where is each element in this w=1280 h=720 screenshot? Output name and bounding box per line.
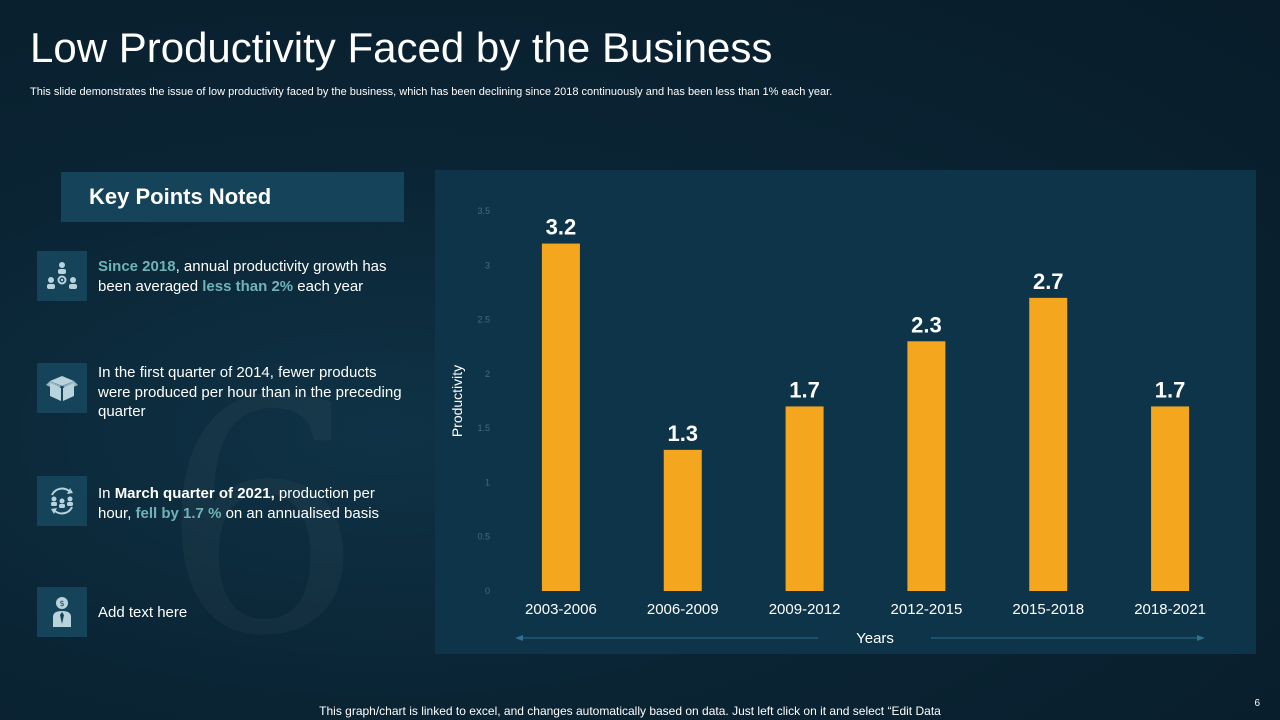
x-tick-label: 2006-2009 — [647, 601, 719, 618]
team-network-icon — [37, 251, 87, 301]
key-point-1-text: Since 2018, annual productivity growth h… — [98, 258, 387, 295]
bar — [1029, 297, 1068, 591]
x-axis-arrowhead-right — [1197, 635, 1205, 641]
data-label: 2.7 — [1033, 269, 1064, 294]
bar — [1151, 406, 1190, 591]
y-tick-label: 1 — [485, 477, 490, 487]
chart-svg: 0 0.5 1 1.5 2 2.5 3 3.5 Productivity 3.2 2003-2006… — [449, 206, 1206, 647]
key-point-3: In March quarter of 2021, production per… — [37, 476, 407, 526]
key-point-2: In the first quarter of 2014, fewer prod… — [37, 363, 407, 422]
y-tick-label: 0.5 — [477, 532, 490, 542]
footer-note: This graph/chart is linked to excel, and… — [319, 704, 941, 718]
x-tick-label: 2009-2012 — [769, 601, 841, 618]
team-cycle-icon — [37, 476, 87, 526]
x-axis-arrowhead-left — [515, 635, 523, 641]
data-label: 2.3 — [911, 312, 942, 337]
slide-title: Low Productivity Faced by the Business — [30, 24, 773, 71]
data-label: 3.2 — [546, 215, 577, 240]
x-axis-label: Years — [856, 630, 894, 647]
bar — [541, 243, 580, 592]
bar — [663, 449, 702, 591]
data-label: 1.7 — [789, 377, 820, 402]
y-tick-label: 2 — [485, 369, 490, 379]
x-tick-label: 2018-2021 — [1134, 601, 1206, 618]
y-tick-label: 1.5 — [477, 423, 490, 433]
y-axis-label: Productivity — [449, 365, 465, 437]
y-tick-label: 3 — [485, 260, 490, 270]
key-point-4: $ Add text here — [37, 587, 407, 637]
bar — [907, 341, 946, 591]
svg-text:$: $ — [59, 599, 64, 608]
slide-subtitle: This slide demonstrates the issue of low… — [30, 86, 833, 98]
x-tick-label: 2003-2006 — [525, 601, 597, 618]
data-label: 1.3 — [667, 421, 698, 446]
x-tick-label: 2012-2015 — [891, 601, 963, 618]
key-points-title: Key Points Noted — [89, 184, 272, 209]
data-label: 1.7 — [1155, 377, 1186, 402]
key-point-2-text: In the first quarter of 2014, fewer prod… — [98, 364, 402, 420]
y-tick-label: 3.5 — [477, 206, 490, 216]
x-tick-label: 2015-2018 — [1012, 601, 1084, 618]
key-points-header: Key Points Noted — [61, 172, 404, 222]
bar — [785, 406, 824, 591]
box-icon — [37, 363, 87, 413]
y-tick-label: 2.5 — [477, 315, 490, 325]
key-point-3-text: In March quarter of 2021, production per… — [98, 485, 380, 522]
productivity-chart: 0 0.5 1 1.5 2 2.5 3 3.5 Productivity 3.2 2003-2006… — [435, 170, 1256, 654]
businessman-dollar-icon: $ — [37, 587, 87, 637]
key-point-1: Since 2018, annual productivity growth h… — [37, 251, 407, 301]
page-number: 6 — [1254, 698, 1260, 709]
y-tick-label: 0 — [485, 586, 490, 596]
key-point-4-text: Add text here — [98, 604, 188, 621]
